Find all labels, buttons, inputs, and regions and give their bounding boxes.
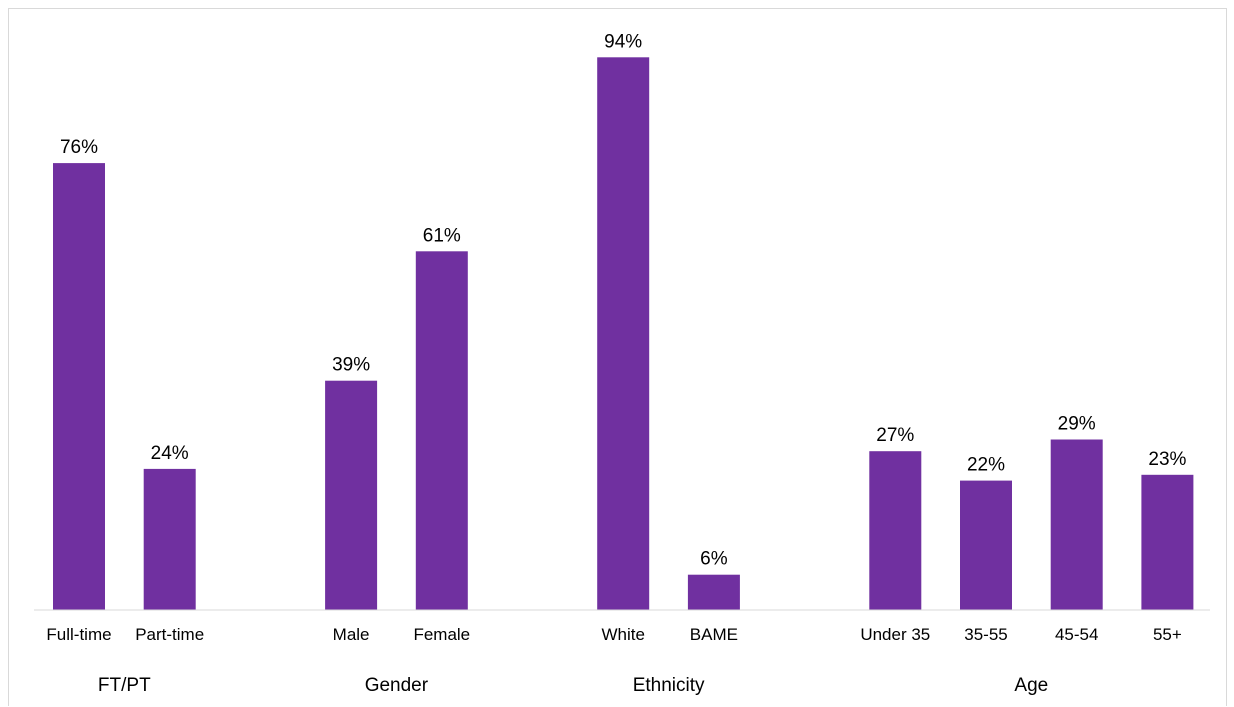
bar-under-35 [869, 451, 922, 610]
data-label: 94% [604, 31, 642, 52]
bar-35-55 [960, 480, 1012, 610]
bar-female [415, 251, 468, 611]
labels-layer: 76% Full-time 24% Part-time FT/PT 39% Male 61% F… [46, 31, 1186, 696]
x-tick-label: Female [413, 625, 470, 644]
bar-white [597, 57, 650, 611]
group-label-age: Age [1014, 675, 1048, 696]
x-tick-label: 45-54 [1055, 625, 1098, 644]
data-label: 22% [967, 455, 1005, 476]
group-label-ft-pt: FT/PT [98, 675, 151, 696]
bars-layer [53, 57, 1194, 611]
data-label: 27% [876, 425, 914, 446]
data-label: 6% [700, 549, 728, 570]
x-tick-label: Part-time [135, 625, 204, 644]
data-label: 76% [60, 137, 98, 158]
bar-45-54 [1050, 439, 1103, 610]
data-label: 29% [1058, 414, 1096, 435]
data-label: 24% [151, 443, 189, 464]
data-label: 39% [332, 355, 370, 376]
bar-male [325, 380, 378, 610]
x-tick-label: BAME [690, 625, 738, 644]
x-tick-label: Male [333, 625, 370, 644]
x-tick-label: 55+ [1153, 625, 1182, 644]
bar-full-time [53, 163, 105, 610]
x-tick-label: Under 35 [860, 625, 930, 644]
group-label-gender: Gender [365, 675, 429, 696]
data-label: 23% [1148, 449, 1186, 470]
data-label: 61% [423, 225, 461, 246]
x-tick-label: Full-time [46, 625, 111, 644]
bar-55- [1141, 474, 1194, 610]
bar-part-time [143, 468, 196, 610]
group-label-ethnicity: Ethnicity [633, 675, 705, 696]
x-tick-label: 35-55 [964, 625, 1007, 644]
bar-bame [687, 574, 740, 610]
x-tick-label: White [601, 625, 644, 644]
